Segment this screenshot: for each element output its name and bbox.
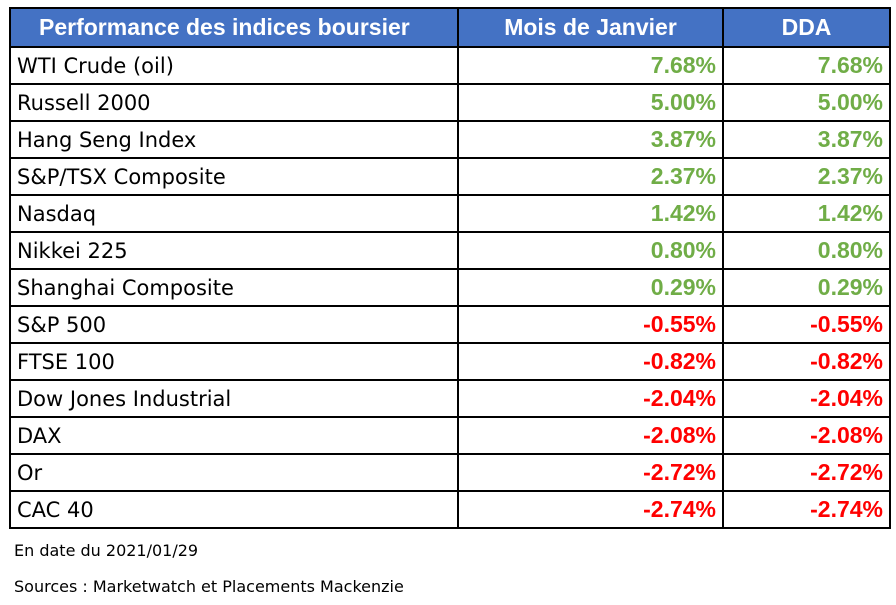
index-name-cell: Dow Jones Industrial xyxy=(9,379,459,418)
month-value-cell: 5.00% xyxy=(457,83,724,122)
month-value-cell: 3.87% xyxy=(457,120,724,159)
month-value-cell: 7.68% xyxy=(457,46,724,85)
month-value-cell: -2.08% xyxy=(457,416,724,455)
ytd-value-cell: 0.29% xyxy=(722,268,891,307)
ytd-value-cell: 5.00% xyxy=(722,83,891,122)
index-name-cell: Nikkei 225 xyxy=(9,231,459,270)
month-value-cell: -2.72% xyxy=(457,453,724,492)
ytd-value-cell: -0.82% xyxy=(722,342,891,381)
ytd-value-cell: 3.87% xyxy=(722,120,891,159)
ytd-value-cell: -2.08% xyxy=(722,416,891,455)
ytd-column-header: DDA xyxy=(722,7,891,48)
table-row: Russell 2000 5.00% 5.00% xyxy=(9,83,891,122)
month-value-cell: 2.37% xyxy=(457,157,724,196)
index-name-cell: Nasdaq xyxy=(9,194,459,233)
table-row: Or -2.72% -2.72% xyxy=(9,453,891,492)
index-name-cell: Russell 2000 xyxy=(9,83,459,122)
as-of-date-note: En date du 2021/01/29 xyxy=(14,541,199,560)
index-name-cell: WTI Crude (oil) xyxy=(9,46,459,85)
ytd-value-cell: -2.04% xyxy=(722,379,891,418)
month-value-cell: 0.29% xyxy=(457,268,724,307)
table-body: WTI Crude (oil) 7.68% 7.68% Russell 2000… xyxy=(9,46,891,529)
table-row: S&P 500 -0.55% -0.55% xyxy=(9,305,891,344)
index-name-cell: Or xyxy=(9,453,459,492)
table-row: FTSE 100 -0.82% -0.82% xyxy=(9,342,891,381)
index-name-cell: S&P 500 xyxy=(9,305,459,344)
table-row: WTI Crude (oil) 7.68% 7.68% xyxy=(9,46,891,85)
index-name-column-header: Performance des indices boursier xyxy=(9,7,459,48)
ytd-value-cell: 2.37% xyxy=(722,157,891,196)
month-column-header: Mois de Janvier xyxy=(457,7,724,48)
table-row: Nikkei 225 0.80% 0.80% xyxy=(9,231,891,270)
table-row: Hang Seng Index 3.87% 3.87% xyxy=(9,120,891,159)
ytd-value-cell: 1.42% xyxy=(722,194,891,233)
ytd-value-cell: -0.55% xyxy=(722,305,891,344)
month-value-cell: -2.04% xyxy=(457,379,724,418)
table-row: S&P/TSX Composite 2.37% 2.37% xyxy=(9,157,891,196)
ytd-value-cell: -2.72% xyxy=(722,453,891,492)
index-name-cell: DAX xyxy=(9,416,459,455)
ytd-value-cell: 0.80% xyxy=(722,231,891,270)
month-value-cell: -0.82% xyxy=(457,342,724,381)
index-name-cell: Shanghai Composite xyxy=(9,268,459,307)
index-name-cell: Hang Seng Index xyxy=(9,120,459,159)
ytd-value-cell: -2.74% xyxy=(722,490,891,529)
month-value-cell: 1.42% xyxy=(457,194,724,233)
month-value-cell: -0.55% xyxy=(457,305,724,344)
table-row: DAX -2.08% -2.08% xyxy=(9,416,891,455)
sources-note: Sources : Marketwatch et Placements Mack… xyxy=(14,577,404,596)
table-row: Nasdaq 1.42% 1.42% xyxy=(9,194,891,233)
table-row: CAC 40 -2.74% -2.74% xyxy=(9,490,891,529)
month-value-cell: -2.74% xyxy=(457,490,724,529)
performance-table: Performance des indices boursier Mois de… xyxy=(9,7,891,529)
ytd-value-cell: 7.68% xyxy=(722,46,891,85)
month-value-cell: 0.80% xyxy=(457,231,724,270)
index-name-cell: FTSE 100 xyxy=(9,342,459,381)
table-row: Shanghai Composite 0.29% 0.29% xyxy=(9,268,891,307)
index-name-cell: CAC 40 xyxy=(9,490,459,529)
index-name-cell: S&P/TSX Composite xyxy=(9,157,459,196)
table-header-row: Performance des indices boursier Mois de… xyxy=(9,7,891,48)
table-row: Dow Jones Industrial -2.04% -2.04% xyxy=(9,379,891,418)
